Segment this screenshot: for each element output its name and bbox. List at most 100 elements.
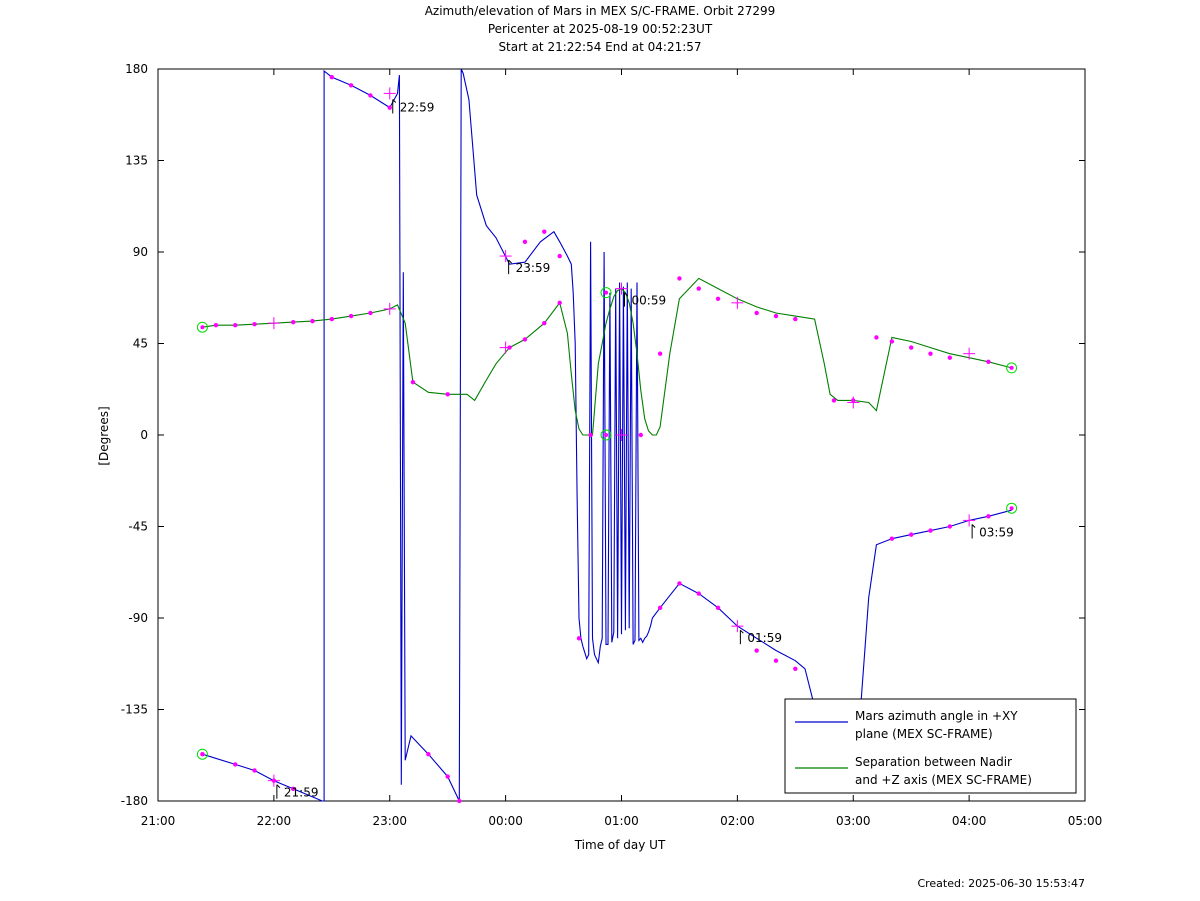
data-point (638, 432, 644, 438)
hour-cross-marker (383, 302, 396, 315)
y-tick-label: -135 (121, 703, 148, 717)
data-point (986, 359, 991, 364)
data-point (947, 355, 953, 360)
data-point (290, 786, 296, 791)
data-point (677, 276, 682, 281)
y-tick-label: 180 (125, 62, 148, 76)
data-point (200, 325, 205, 330)
data-point (522, 337, 528, 342)
data-point (368, 93, 373, 98)
legend-label: Mars azimuth angle in +XY (855, 709, 1018, 723)
time-annotation-label: 03:59 (979, 525, 1014, 539)
chart-title-line3: Start at 21:22:54 End at 04:21:57 (498, 40, 702, 54)
data-point (715, 605, 721, 611)
data-point (715, 296, 721, 301)
data-point (588, 432, 593, 438)
data-point (329, 316, 335, 322)
legend-label: and +Z axis (MEX SC-FRAME) (855, 773, 1032, 787)
data-point (657, 351, 663, 356)
hour-cross-marker (847, 396, 860, 409)
hour-cross-marker (731, 296, 744, 309)
hour-cross-marker (499, 341, 512, 354)
y-tick-label: 0 (140, 428, 148, 442)
data-point (874, 335, 879, 340)
series-line-2 (202, 277, 1012, 436)
data-point (290, 319, 296, 325)
endpoint-circle (1006, 362, 1018, 374)
series-lines (202, 68, 1012, 802)
time-annotation-label: 23:59 (516, 261, 551, 275)
legend-label: Separation between Nadir (855, 755, 1012, 769)
legend-label: plane (MEX SC-FRAME) (855, 727, 993, 741)
hour-cross-marker (963, 514, 976, 527)
data-point (542, 229, 547, 234)
x-tick-label: 03:00 (836, 814, 871, 828)
data-point (831, 398, 837, 403)
time-annotation-label: 01:59 (747, 631, 782, 645)
data-point (773, 658, 779, 663)
y-tick-label: 45 (133, 337, 148, 351)
data-point (1009, 365, 1014, 370)
hour-cross-marker (963, 347, 976, 360)
axes: 180 135 90 45 0 -45 -90 -135 -180 21:00 22:00 23:00… (121, 62, 1103, 828)
hour-cross-marker (267, 317, 280, 330)
data-point (604, 433, 609, 437)
data-point (445, 774, 450, 779)
endpoint-circle (1006, 502, 1018, 514)
y-tick-label: -90 (128, 611, 148, 625)
chart-title-line2: Pericenter at 2025-08-19 00:52:23UT (487, 22, 713, 36)
annotation-arrow (392, 99, 397, 103)
data-point (252, 321, 257, 327)
series-line-1 (202, 68, 1012, 802)
data-point (576, 636, 582, 641)
data-point (233, 762, 238, 767)
annotation-arrow (276, 784, 281, 789)
annotation-arrow (740, 629, 744, 634)
endpoint-circle (196, 321, 208, 333)
data-point (677, 581, 682, 586)
data-point (522, 239, 528, 245)
y-tick-label: 90 (133, 245, 148, 259)
data-point (754, 648, 759, 653)
data-point (604, 290, 609, 295)
data-point (696, 286, 701, 291)
x-tick-label: 01:00 (604, 814, 639, 828)
hour-cross-marker (615, 282, 628, 295)
data-point (348, 313, 354, 319)
hour-cross-marker (615, 429, 628, 441)
endpoint-circle (600, 429, 612, 441)
data-point (557, 300, 562, 306)
time-annotation: 01:59 (739, 629, 782, 645)
data-point (542, 320, 547, 326)
y-tick-label: -45 (128, 520, 148, 534)
data-point (445, 392, 450, 397)
data-point (410, 379, 416, 385)
endpoint-circle (600, 287, 612, 299)
data-point (928, 528, 933, 533)
legend-box (784, 698, 1077, 794)
x-tick-label: 05:00 (1068, 814, 1103, 828)
series-markers: 21:59 22:59 23:59 00:59 01:59 03:59 (196, 74, 1018, 804)
time-annotation-label: 22:59 (400, 101, 435, 115)
data-point (387, 105, 392, 110)
time-annotation: 03:59 (971, 524, 1014, 539)
created-timestamp: Created: 2025-06-30 15:53:47 (917, 877, 1085, 890)
data-point (557, 253, 562, 259)
time-annotation: 00:59 (624, 292, 666, 308)
data-point (696, 591, 701, 596)
x-tick-label: 04:00 (952, 814, 987, 828)
data-point (947, 524, 953, 529)
annotation-arrow (971, 524, 976, 528)
data-point (200, 752, 205, 757)
time-annotation: 21:59 (276, 784, 319, 800)
endpoint-circle (196, 748, 208, 760)
chart-title-line1: Azimuth/elevation of Mars in MEX S/C-FRA… (424, 4, 776, 18)
y-tick-label: 135 (125, 154, 148, 168)
y-axis-label: [Degrees] (97, 406, 111, 465)
legend: Mars azimuth angle in +XY plane (MEX SC-F… (784, 698, 1077, 794)
x-tick-label: 23:00 (372, 814, 407, 828)
x-axis-label: Time of day UT (574, 838, 666, 852)
time-annotation: 22:59 (392, 99, 435, 115)
time-annotation-label: 21:59 (284, 786, 319, 800)
data-point (754, 310, 759, 316)
